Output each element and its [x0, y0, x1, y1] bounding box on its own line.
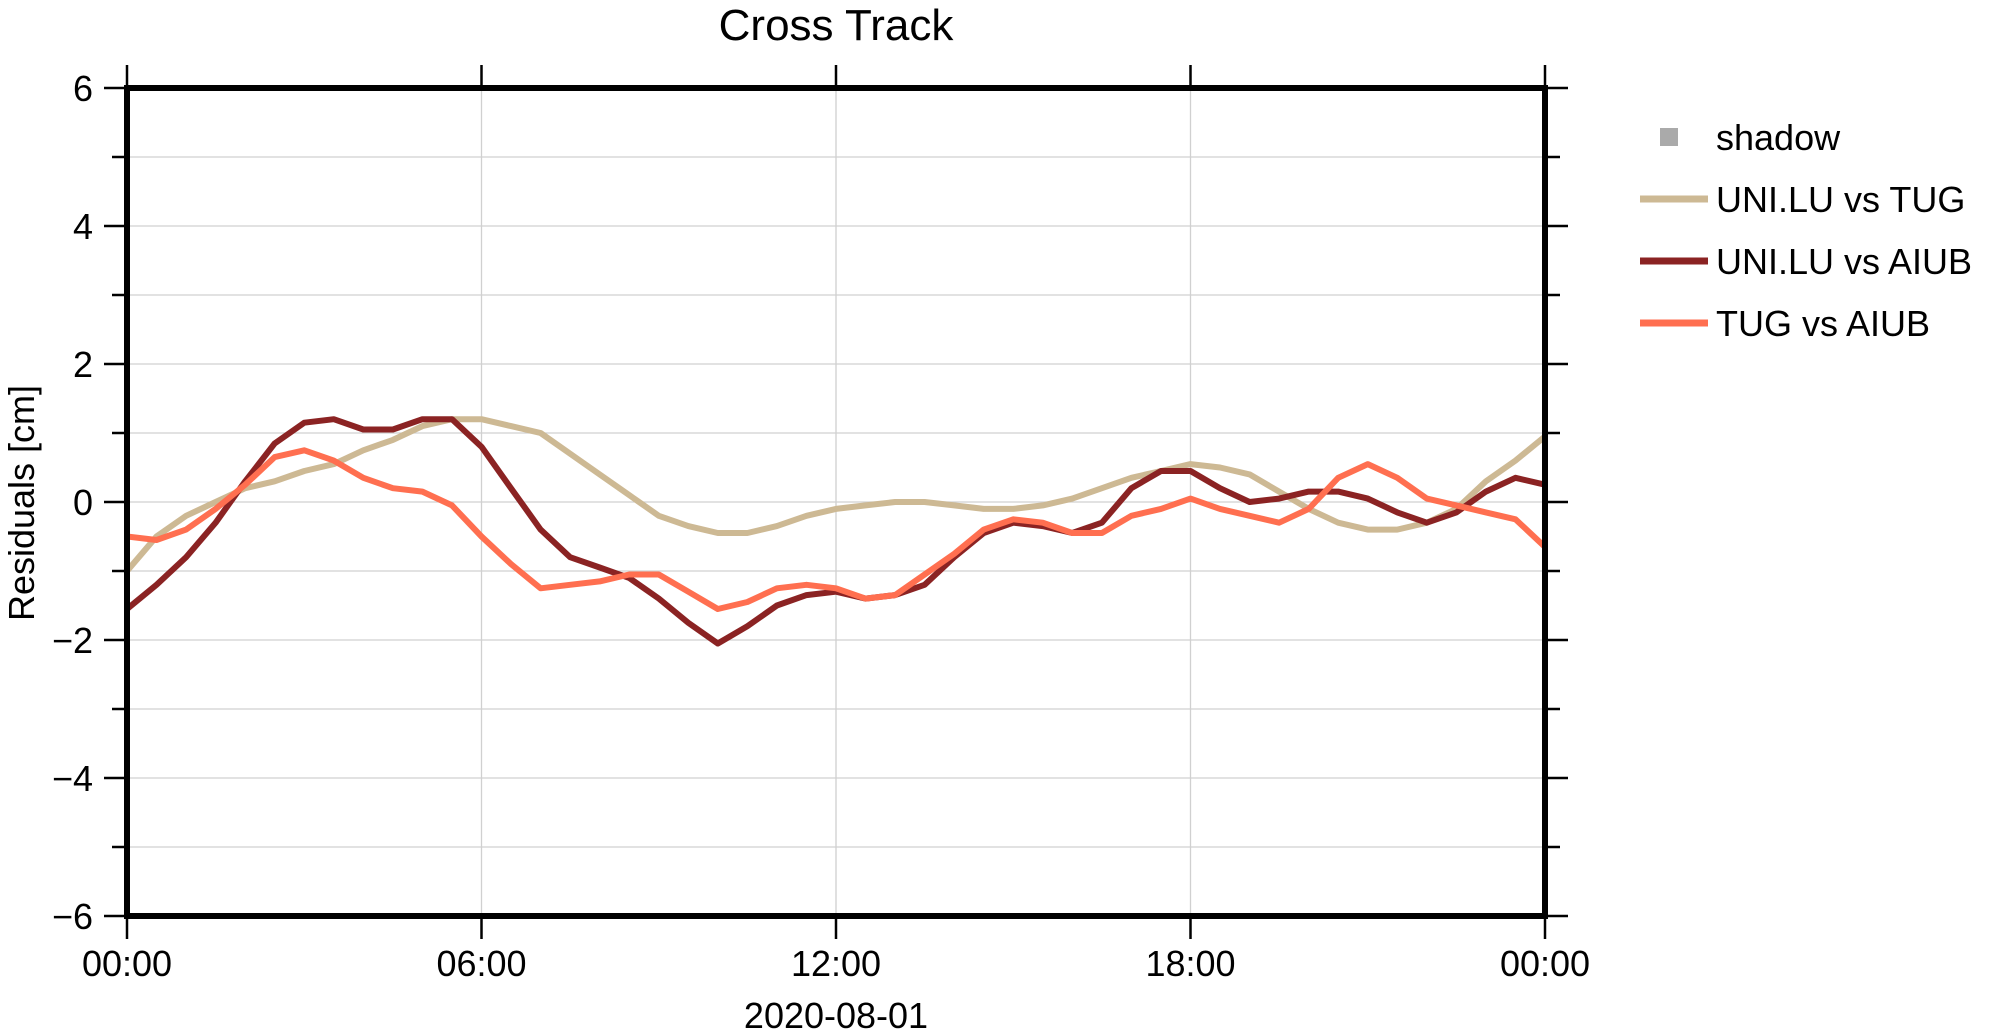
legend-swatch-shadow — [1660, 128, 1678, 146]
x-tick-label: 00:00 — [82, 943, 172, 984]
x-tick-label: 00:00 — [1500, 943, 1590, 984]
y-tick-label: 6 — [73, 68, 93, 109]
legend-label: shadow — [1716, 117, 1841, 158]
legend-label: UNI.LU vs AIUB — [1716, 241, 1972, 282]
axes: −6 −4 −2 0 2 4 6 00:00 06:00 12:00 18:00 00:00 — [52, 65, 1590, 984]
legend-label: TUG vs AIUB — [1716, 303, 1930, 344]
series-lines — [124, 416, 1548, 647]
x-tick-label: 12:00 — [791, 943, 881, 984]
y-axis-label: Residuals [cm] — [1, 385, 42, 621]
plot-frame — [124, 85, 1548, 919]
legend-label: UNI.LU vs TUG — [1716, 179, 1965, 220]
series-line-uni-lu-vs-aiub — [125, 416, 1546, 647]
legend: shadow UNI.LU vs TUG UNI.LU vs AIUB TUG vs … — [1640, 117, 1972, 344]
x-tick-label: 18:00 — [1145, 943, 1235, 984]
series-line-tug-vs-aiub — [126, 447, 1548, 612]
y-tick-label: −6 — [52, 896, 93, 937]
x-tick-label: 06:00 — [436, 943, 526, 984]
x-axis-label: 2020-08-01 — [744, 995, 928, 1034]
grid-lines — [127, 88, 1545, 916]
y-tick-label: 2 — [73, 344, 93, 385]
chart-title: Cross Track — [719, 1, 955, 50]
y-tick-label: −4 — [52, 758, 93, 799]
y-tick-label: −2 — [52, 620, 93, 661]
y-tick-label: 4 — [73, 206, 93, 247]
y-tick-label: 0 — [73, 482, 93, 523]
